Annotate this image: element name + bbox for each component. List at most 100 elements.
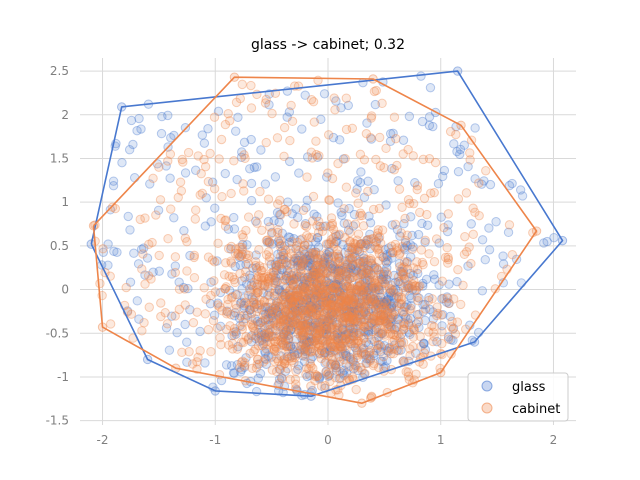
glass-point <box>261 309 271 319</box>
glass-point <box>281 315 292 325</box>
cabinet-point <box>278 248 288 258</box>
cabinet-point <box>251 307 262 317</box>
cabinet-point <box>431 234 442 244</box>
legend-label-glass: glass <box>512 380 546 395</box>
glass-point <box>233 341 243 352</box>
glass-point <box>260 346 270 356</box>
glass-point <box>312 152 323 163</box>
glass-point <box>284 107 295 117</box>
cabinet-point <box>342 219 353 229</box>
glass-point <box>335 135 345 145</box>
glass-point <box>246 178 257 189</box>
glass-point <box>332 366 342 376</box>
cabinet-point <box>474 178 484 188</box>
cabinet-point <box>351 188 361 198</box>
cabinet-point <box>404 198 415 209</box>
glass-point <box>290 314 300 325</box>
cabinet-point <box>341 124 352 135</box>
glass-point <box>256 327 267 338</box>
cabinet-point <box>252 285 263 295</box>
glass-point <box>477 235 488 245</box>
glass-point <box>278 332 288 342</box>
glass-point <box>299 249 310 259</box>
cabinet-point <box>382 269 393 280</box>
glass-point <box>341 262 351 273</box>
cabinet-point <box>375 317 385 327</box>
glass-point <box>377 329 387 339</box>
glass-point <box>334 333 344 344</box>
cabinet-point <box>288 275 298 285</box>
cabinet-point <box>326 300 337 310</box>
glass-point <box>345 316 355 326</box>
cabinet-point <box>372 308 383 318</box>
cabinet-point <box>226 309 236 320</box>
glass-point <box>301 319 311 330</box>
glass-point <box>267 331 277 341</box>
cabinet-point <box>299 322 310 332</box>
glass-point <box>400 318 410 329</box>
glass-point <box>263 320 273 330</box>
cabinet-point <box>208 316 219 326</box>
glass-point <box>373 295 383 305</box>
glass-point <box>293 295 304 306</box>
glass-point <box>398 135 409 145</box>
cabinet-point <box>306 381 316 391</box>
cabinet-point <box>389 330 400 340</box>
glass-point <box>283 341 294 351</box>
glass-point <box>363 282 373 292</box>
glass-point <box>385 136 396 146</box>
glass-point <box>295 251 305 261</box>
glass-point <box>269 291 279 301</box>
glass-point <box>333 335 343 345</box>
glass-point <box>267 239 278 249</box>
glass-point <box>281 271 292 281</box>
glass-point <box>359 344 369 354</box>
cabinet-point <box>460 231 470 242</box>
cabinet-point <box>341 271 352 281</box>
glass-point <box>332 265 343 276</box>
cabinet-point <box>372 244 383 255</box>
glass-point <box>404 283 414 293</box>
cabinet-point <box>154 162 164 172</box>
glass-point <box>365 244 375 254</box>
cabinet-point <box>283 315 294 326</box>
glass-point <box>369 348 379 358</box>
cabinet-point <box>135 214 145 225</box>
glass-point <box>307 310 318 321</box>
glass-point <box>166 133 176 143</box>
glass-point <box>307 334 317 344</box>
cabinet-point <box>311 284 321 294</box>
glass-point <box>325 280 336 290</box>
cabinet-point <box>267 272 277 283</box>
glass-point <box>263 351 273 361</box>
glass-point <box>333 198 343 208</box>
glass-point <box>347 323 358 333</box>
glass-point <box>266 306 277 316</box>
glass-point <box>342 304 352 314</box>
glass-point <box>292 290 303 300</box>
glass-point <box>287 344 298 354</box>
cabinet-point <box>262 235 273 245</box>
cabinet-point <box>273 298 283 309</box>
cabinet-point <box>468 229 478 240</box>
glass-point <box>382 250 392 260</box>
glass-point <box>315 264 326 274</box>
glass-point <box>239 303 249 313</box>
cabinet-point <box>265 291 275 301</box>
glass-point <box>163 110 173 121</box>
cabinet-point <box>270 307 281 318</box>
glass-point <box>229 224 240 234</box>
glass-point <box>308 267 318 277</box>
glass-point <box>332 236 342 247</box>
glass-point <box>328 132 339 143</box>
glass-point <box>324 370 335 380</box>
glass-point <box>263 216 274 227</box>
glass-point <box>311 303 322 313</box>
cabinet-point <box>187 359 198 369</box>
glass-point <box>310 269 321 280</box>
glass-point <box>263 282 273 292</box>
cabinet-point <box>387 337 398 347</box>
glass-point <box>362 235 372 245</box>
cabinet-point <box>315 273 325 284</box>
glass-point <box>276 309 286 320</box>
